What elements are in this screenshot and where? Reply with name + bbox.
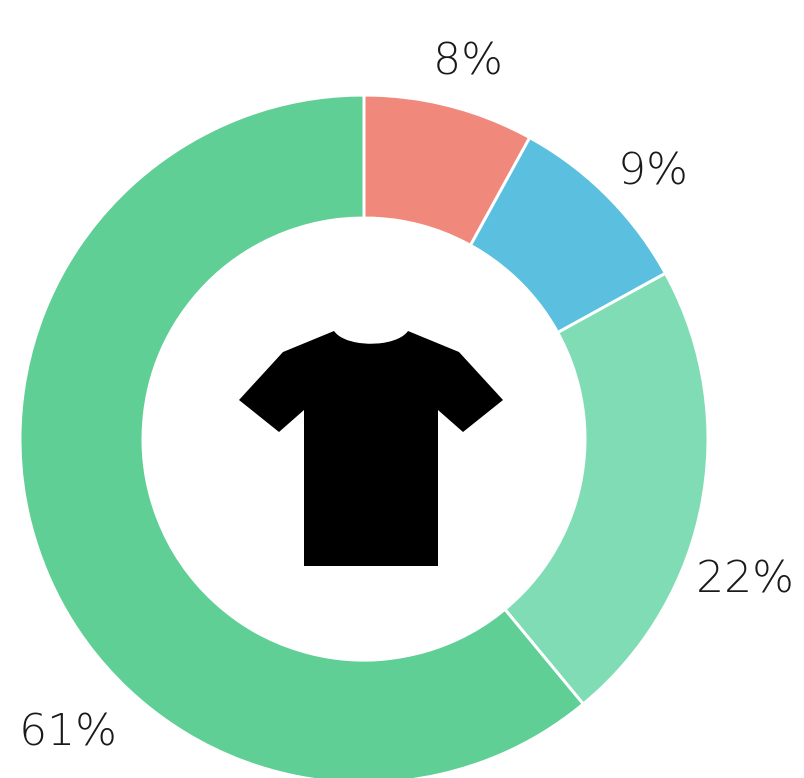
data-label: 8%	[433, 34, 503, 85]
t-shirt	[239, 331, 503, 566]
donut-slice	[502, 271, 710, 707]
data-label: 61%	[19, 705, 117, 756]
data-label: 22%	[696, 552, 794, 603]
t-shirt-icon	[239, 331, 503, 566]
donut	[18, 93, 710, 778]
donut-slice	[18, 93, 586, 778]
data-label: 9%	[618, 144, 688, 195]
